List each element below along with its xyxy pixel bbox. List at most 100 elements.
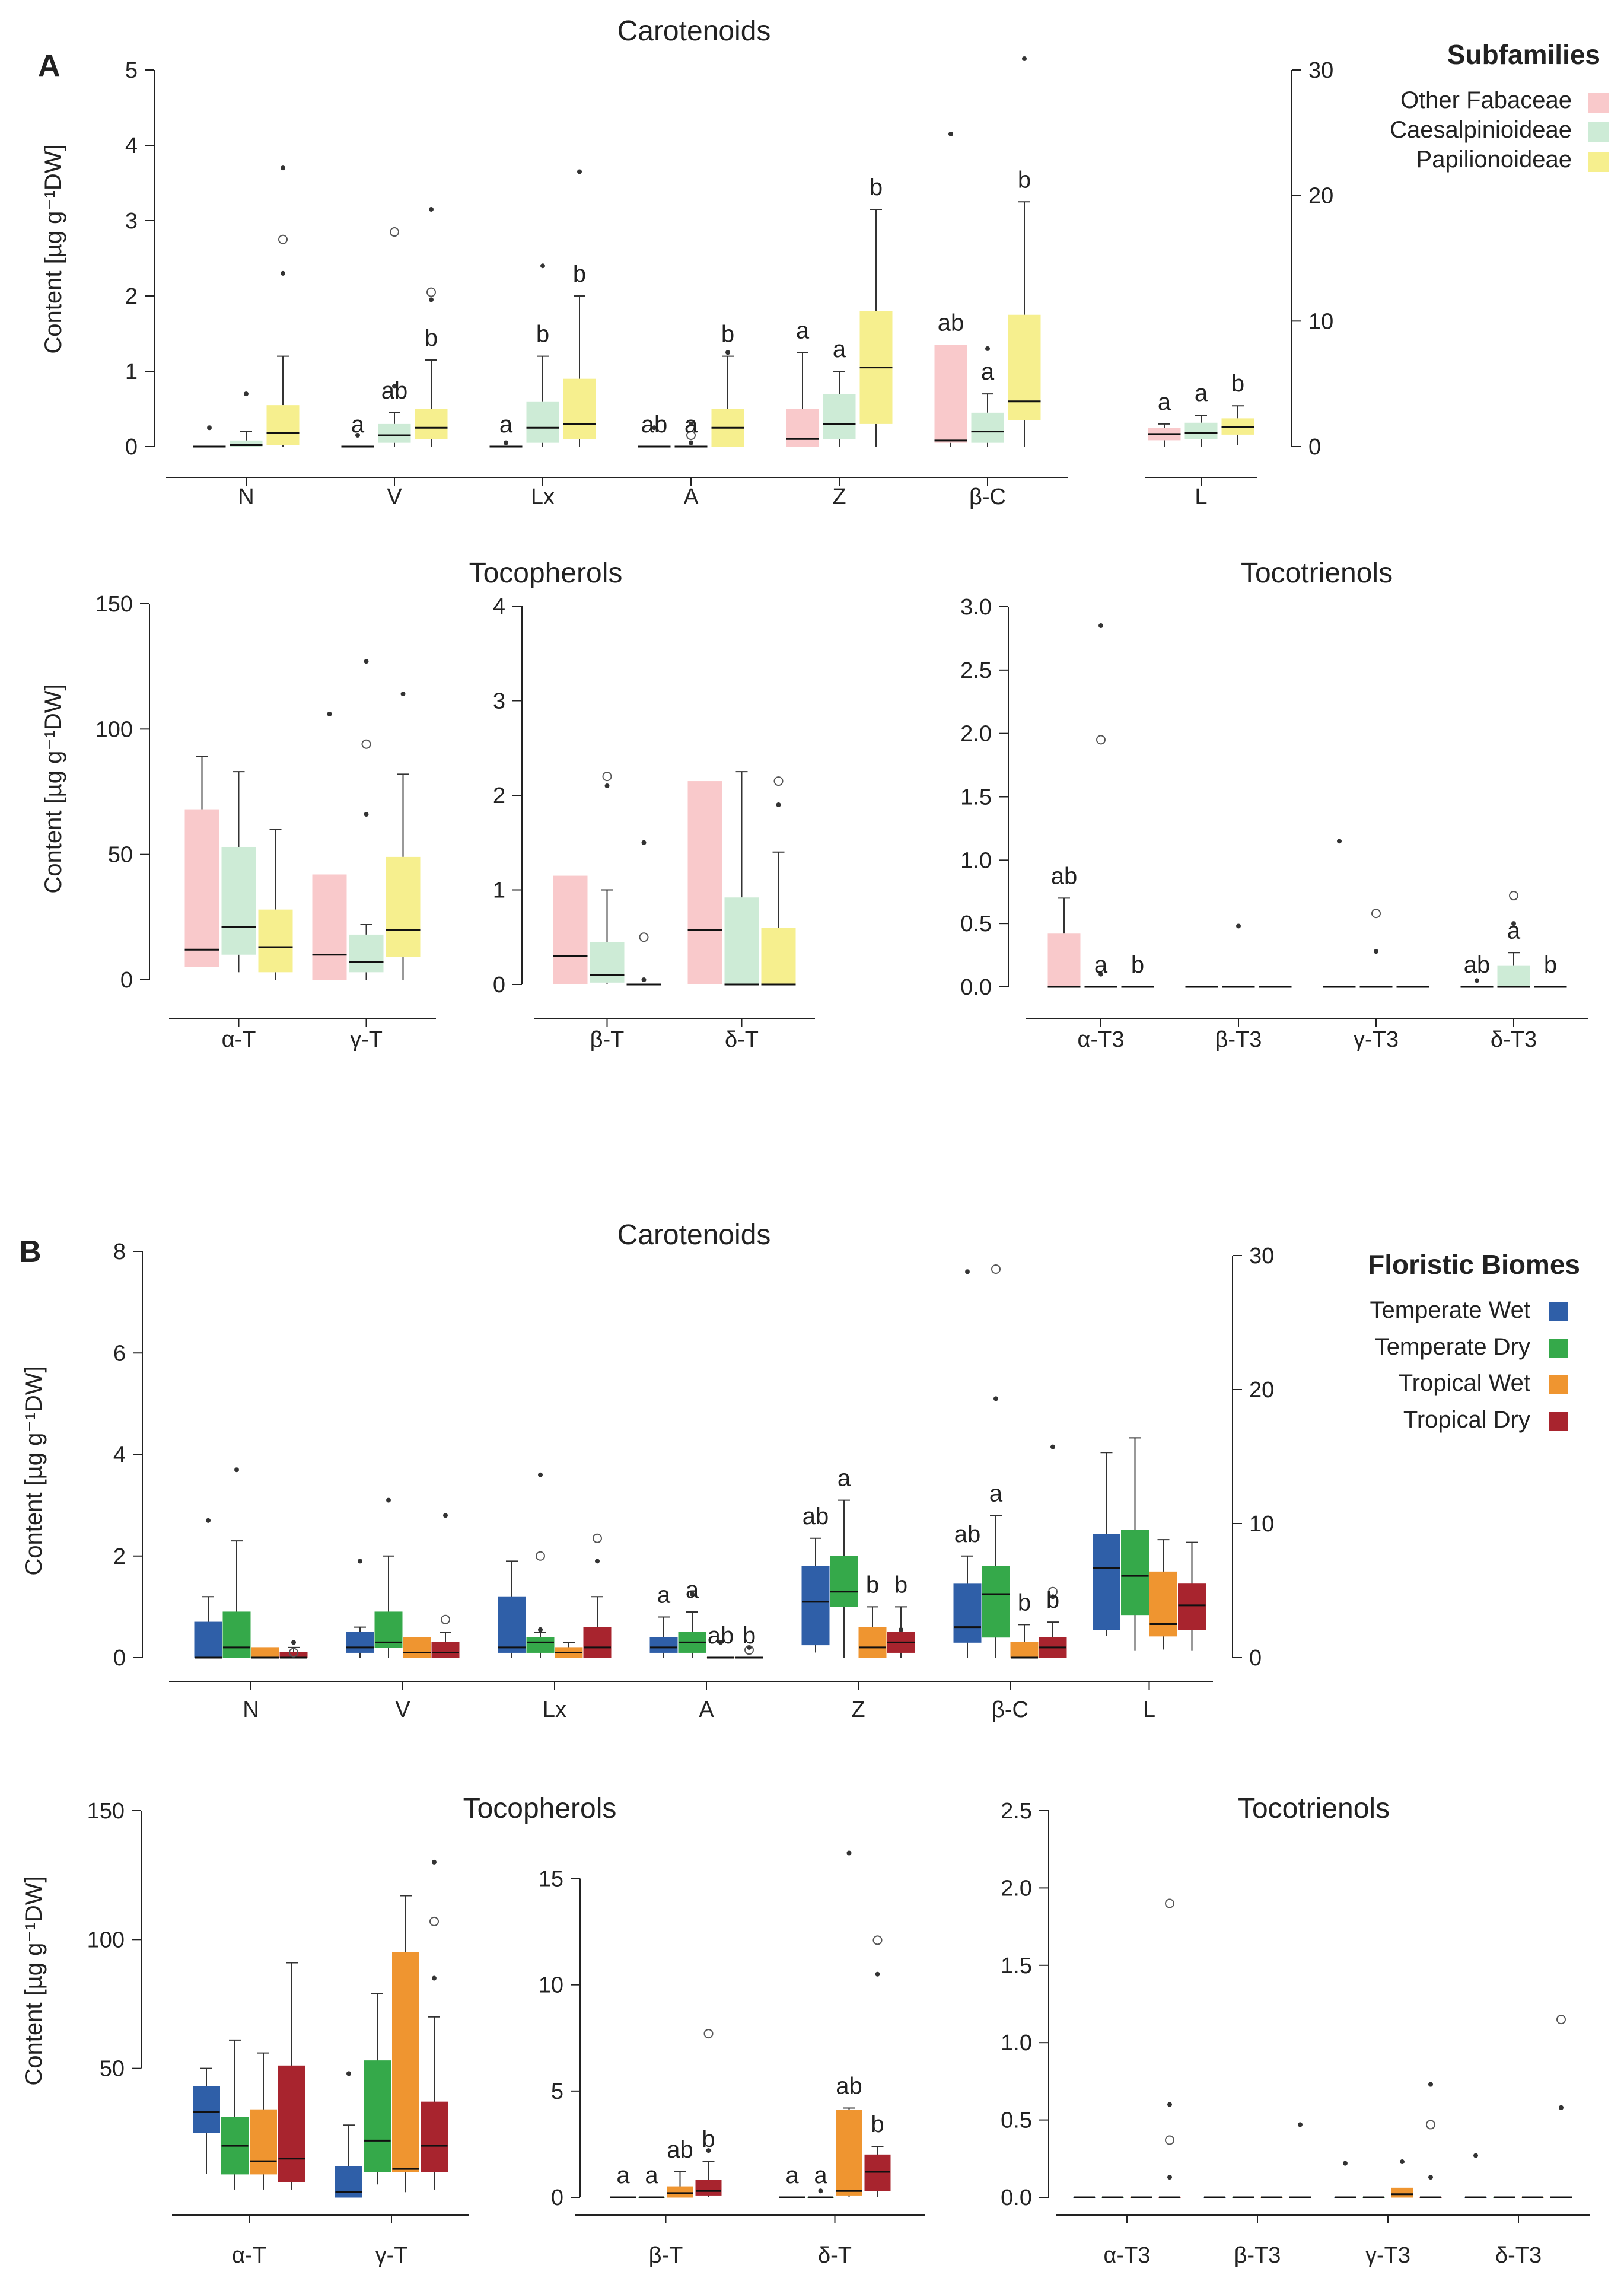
box (934, 345, 967, 443)
significance-letter: a (1195, 380, 1208, 406)
y-tick-label: 2 (125, 284, 138, 309)
panel-letter-a: A (38, 49, 60, 83)
chart-b-toco3: Tocotrienols 0.0 0.5 1.0 1.5 2.0 2.5 α-T3 β-T3 γ-… (1001, 1793, 1590, 2268)
y-tick-label: 1.0 (1001, 2031, 1032, 2056)
x-tick-label: Lx (543, 1697, 566, 1722)
outlier-point (1165, 2135, 1174, 2145)
outlier-point (540, 263, 545, 269)
significance-letter: ab (1464, 952, 1491, 978)
box (858, 1627, 887, 1658)
box (649, 1637, 678, 1653)
y-tick-label: 3 (493, 689, 505, 714)
outlier-point (289, 1648, 298, 1658)
y-tick-label: 0 (125, 435, 138, 460)
x-tick-label: α-T3 (1104, 2243, 1151, 2268)
y-tick-label: 0 (1249, 1646, 1262, 1671)
x-tick-label: β-C (992, 1697, 1028, 1722)
box (724, 897, 759, 984)
significance-letter: a (684, 412, 698, 438)
legend-biomes: Floristic Biomes Temperate Wet Temperate… (1368, 1249, 1580, 1433)
outlier-point (1475, 978, 1479, 983)
box (1391, 2187, 1413, 2198)
outlier-point (602, 772, 612, 782)
box (193, 2086, 220, 2133)
outlier-point (1426, 2120, 1435, 2130)
x-tick-label: Z (832, 485, 846, 509)
outlier-point (899, 1627, 903, 1632)
y-tick-label: 1 (125, 359, 138, 384)
x-tick-label: A (699, 1697, 714, 1722)
outlier-point (386, 1497, 391, 1503)
outlier-point (1511, 921, 1516, 926)
box (695, 2180, 722, 2196)
significance-letter: b (866, 1572, 879, 1598)
outlier-point (207, 425, 212, 431)
outlier-point (1428, 2082, 1433, 2087)
y-tick-label: 4 (113, 1443, 126, 1468)
y-tick-label: 0 (551, 2185, 563, 2210)
outlier-point (538, 1627, 543, 1632)
outlier-point (1371, 909, 1381, 919)
y-tick-label: 0 (493, 973, 505, 998)
y-tick-label: 8 (113, 1240, 126, 1264)
y-tick-label: 5 (551, 2079, 563, 2104)
y-axis-title: Content [µg g⁻¹DW] (40, 144, 66, 353)
significance-letter: b (1544, 952, 1557, 978)
significance-letter: b (871, 2111, 884, 2137)
x-tick-label: γ-T (375, 2243, 408, 2268)
legend-swatch-other-fabaceae (1588, 93, 1609, 113)
x-tick-label: δ-T3 (1495, 2243, 1542, 2268)
significance-letter: b (743, 1623, 756, 1649)
outlier-point (1343, 2161, 1348, 2166)
outlier-point (206, 1518, 211, 1523)
x-tick-label: A (683, 485, 699, 509)
x-tick-label: N (238, 485, 254, 509)
significance-letter: b (425, 325, 438, 351)
outlier-point (689, 440, 693, 445)
outlier-point (703, 2029, 714, 2039)
legend-label: Temperate Dry (1375, 1334, 1530, 1360)
box (258, 909, 293, 973)
x-tick-label: β-C (969, 485, 1006, 509)
significance-letter: b (702, 2126, 715, 2152)
outlier-point (1096, 735, 1106, 745)
x-tick-label: Lx (531, 485, 555, 509)
x-tick-label: L (1195, 485, 1207, 509)
outlier-point (1428, 2175, 1433, 2180)
outlier-point (846, 1850, 852, 1856)
box (526, 401, 559, 443)
outlier-point (1098, 623, 1103, 629)
box (761, 928, 796, 984)
y-tick-label: 2 (113, 1544, 126, 1569)
x-tick-label: N (243, 1697, 259, 1722)
outlier-point (432, 1859, 437, 1865)
outlier-point (364, 812, 369, 817)
y-tick-label: 0.0 (1001, 2185, 1032, 2210)
box (421, 2101, 448, 2172)
significance-letter: a (657, 1582, 671, 1608)
box (346, 1632, 374, 1653)
box (415, 409, 448, 439)
outlier-point (358, 1559, 362, 1564)
y-tick-label: 0 (113, 1646, 126, 1671)
box (378, 423, 411, 443)
box (498, 1596, 526, 1653)
y-tick-label: 4 (125, 133, 138, 158)
outlier-point (1473, 2153, 1478, 2158)
significance-letter: ab (803, 1503, 829, 1530)
box (590, 942, 625, 983)
outlier-point (1559, 2105, 1564, 2110)
box (1178, 1583, 1206, 1630)
box (526, 1637, 555, 1653)
y-tick-label: 100 (87, 1927, 125, 1952)
legend-label: Tropical Dry (1403, 1407, 1530, 1433)
box (403, 1637, 431, 1658)
significance-letter: ab (708, 1623, 734, 1649)
outlier-point (776, 802, 781, 807)
box (971, 412, 1004, 443)
significance-letter: a (1158, 389, 1171, 415)
outlier-point (595, 1559, 600, 1564)
outlier-point (1022, 56, 1027, 61)
outlier-point (1400, 2159, 1405, 2165)
